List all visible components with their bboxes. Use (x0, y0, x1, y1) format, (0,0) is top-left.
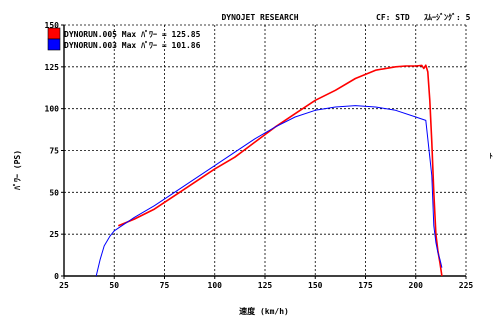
grid (64, 24, 467, 276)
y-tick-label-1: 25 (49, 230, 59, 239)
legend-swatch-2 (47, 38, 61, 51)
legend-label-1: DYNORUN.005 Max ﾊﾟﾜｰ = 125.85 (64, 29, 201, 39)
chart-header-cf: CF: STD (376, 13, 410, 22)
right-edge-mark: ﾄ (489, 152, 493, 160)
series-lines (95, 64, 443, 277)
x-tick-label-5: 150 (308, 281, 323, 290)
x-tick-label-8: 225 (459, 281, 474, 290)
y-tick-label-4: 100 (45, 105, 60, 114)
y-tick-label-6: 150 (45, 21, 60, 30)
y-tick-label-0: 0 (54, 272, 59, 281)
y-tick-label-2: 50 (49, 188, 59, 197)
legend-swatch-1 (47, 27, 61, 40)
legend-label-2: DYNORUN.003 Max ﾊﾟﾜｰ = 101.86 (64, 40, 201, 50)
series-line-dynorun-005 (117, 64, 443, 277)
x-tick-label-3: 100 (208, 281, 223, 290)
x-tick-label-7: 200 (409, 281, 424, 290)
y-tick-label-3: 75 (49, 147, 59, 156)
series-line-dynorun-003 (95, 105, 443, 277)
x-tick-label-6: 175 (358, 281, 373, 290)
legend: DYNORUN.005 Max ﾊﾟﾜｰ = 125.85DYNORUN.003… (47, 27, 201, 51)
chart-header-title: DYNOJET RESEARCH (221, 13, 298, 22)
x-tick-label-0: 25 (59, 281, 69, 290)
x-axis-label: 速度 (km/h) (239, 306, 289, 316)
x-tick-label-2: 75 (160, 281, 170, 290)
x-tick-label-4: 125 (258, 281, 273, 290)
chart-header-smoothing: ｽﾑｰｼﾞﾝｸﾞ: 5 (424, 12, 471, 22)
y-axis-label: ﾊﾟﾜｰ (PS) (12, 150, 22, 191)
x-tick-label-1: 50 (109, 281, 119, 290)
y-tick-label-5: 125 (45, 63, 60, 72)
